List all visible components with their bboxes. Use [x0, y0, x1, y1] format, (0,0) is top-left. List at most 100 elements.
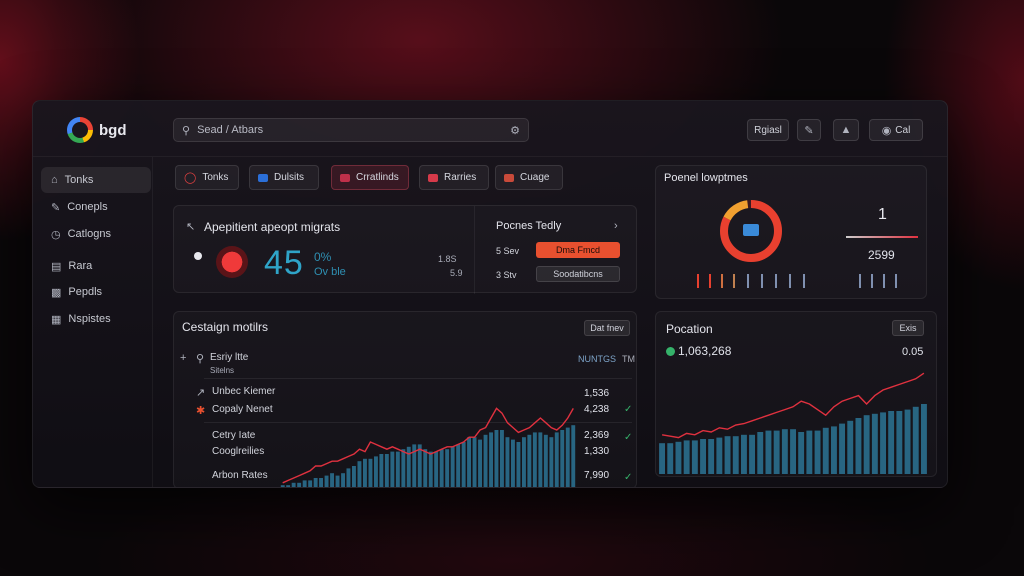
app-name: bgd — [99, 121, 127, 139]
sidebar-item-nspistes[interactable]: ▦ Nspistes — [41, 306, 151, 332]
sidebar-item-rara[interactable]: ▤ Rara — [41, 253, 151, 279]
account-button[interactable]: ◉ Cal — [869, 119, 923, 141]
search-input[interactable] — [197, 124, 504, 136]
population-chart-bar — [855, 418, 862, 474]
campaign-header-value: NUNTGS — [578, 354, 616, 364]
panel-count: 2599 — [868, 248, 895, 262]
sidebar-item-label: Tonks — [64, 174, 94, 186]
search-icon: ⚲ — [182, 124, 191, 137]
sidebar-item-label: Rara — [68, 260, 93, 272]
table-row-value: 1,536 — [584, 388, 610, 399]
population-chart-bar — [708, 439, 715, 474]
table-row-label: Unbec Kiemer — [212, 386, 276, 397]
divider — [204, 378, 632, 379]
population-chart-bar — [659, 443, 665, 474]
campaign-chart-bar — [538, 432, 543, 487]
report-title: Pocnes Tedly — [496, 220, 562, 232]
divider — [474, 206, 475, 294]
expand-icon[interactable]: + — [180, 352, 187, 364]
sidebar-item-pepdls[interactable]: ▩ Pepdls — [41, 279, 151, 305]
chevron-right-icon[interactable]: › — [614, 220, 618, 232]
notifications-button[interactable]: ▲ — [833, 119, 859, 141]
campaign-chart-bar — [330, 473, 334, 487]
kpi-card: ↖ Apepitient apeopt migrats 45 0% Ov ble… — [173, 205, 637, 294]
campaign-chart-bar — [505, 437, 510, 487]
panel-ticks — [697, 274, 897, 288]
campaign-chart-bar — [554, 432, 559, 487]
search-box[interactable]: ⚲ ⚙ — [173, 118, 529, 142]
arrow-icon: ↗ — [196, 387, 206, 399]
population-chart-bar — [724, 436, 731, 474]
population-chart-bar — [790, 429, 796, 474]
campaign-header-label: Esriy ltte — [210, 352, 249, 363]
population-chart-bar — [806, 430, 813, 474]
app-logo[interactable]: bgd — [67, 117, 127, 143]
population-chart-bar — [749, 434, 755, 474]
dashboard-window: bgd ⚲ ⚙ Rgiasl ✎ ▲ ◉ Cal ⌂ Tonks ✎ Conep… — [32, 100, 948, 488]
filter-chip-rarries[interactable]: Rarries — [419, 165, 489, 190]
population-chart-bar — [888, 411, 895, 474]
campaign-chart — [280, 407, 576, 487]
population-chart-bar — [741, 434, 747, 474]
report-secondary-button[interactable]: Soodatibcns — [536, 266, 620, 282]
filter-chip-label: Dulsits — [274, 172, 305, 183]
top-bar: bgd ⚲ ⚙ Rgiasl ✎ ▲ ◉ Cal — [33, 101, 947, 157]
campaign-chart-bar — [406, 446, 411, 487]
campaign-filter-button[interactable]: Dat fnev — [584, 320, 630, 336]
population-chart-bar — [822, 427, 829, 474]
population-chart-bar — [700, 439, 706, 474]
panel-title: Poenel lowptmes — [664, 172, 748, 184]
campaign-chart-bar — [374, 456, 378, 487]
sidebar-item-tonks[interactable]: ⌂ Tonks — [41, 167, 151, 193]
report-row-label: 3 Stv — [496, 270, 517, 280]
kpi-side-value: 1.8S — [438, 254, 457, 264]
population-export-button[interactable]: Exis — [892, 320, 924, 336]
filter-chip-cuage[interactable]: Cuage — [495, 165, 563, 190]
population-chart-bar — [814, 430, 821, 474]
account-button-label: Cal — [895, 124, 911, 136]
campaign-chart-bar — [472, 437, 477, 487]
campaign-header-extra: TM — [622, 354, 635, 364]
sidebar-item-catlogns[interactable]: ◷ Catlogns — [41, 221, 151, 247]
campaign-chart-bar — [395, 451, 400, 487]
kpi-value: 45 — [264, 244, 304, 282]
campaign-chart-bar — [319, 478, 323, 487]
campaign-chart-bar — [341, 473, 345, 487]
sidebar-item-conepls[interactable]: ✎ Conepls — [41, 194, 151, 220]
calendar-icon — [340, 173, 350, 182]
people-icon: ▩ — [51, 286, 62, 299]
settings-icon[interactable]: ⚙ — [510, 124, 520, 137]
campaign-chart-bar — [313, 478, 318, 487]
population-value: 1,063,268 — [678, 344, 732, 358]
population-chart-bar — [683, 440, 690, 474]
campaign-chart-bar — [302, 480, 307, 487]
campaign-chart-bar — [352, 466, 356, 487]
campaign-chart-bar — [434, 451, 439, 487]
population-chart-bar — [667, 443, 674, 474]
filter-chip-dulsits[interactable]: Dulsits — [249, 165, 319, 190]
filter-chip-crratlinds[interactable]: Crratlinds — [331, 165, 409, 190]
population-change: 0.05 — [902, 346, 924, 358]
campaign-chart-bar — [527, 434, 532, 487]
status-dot — [666, 347, 675, 356]
back-arrow-icon[interactable]: ↖ — [186, 221, 196, 233]
check-icon: ✓ — [624, 472, 633, 483]
campaign-chart-bar — [368, 458, 373, 487]
kpi-percent: 0% — [314, 250, 332, 264]
toolbar-button[interactable]: Rgiasl — [747, 119, 789, 141]
population-chart-bar — [691, 440, 698, 474]
campaign-chart-bar — [560, 430, 565, 487]
population-chart-bar — [921, 404, 927, 474]
table-row-label: Cetry Iate — [212, 430, 256, 441]
population-chart-bar — [839, 423, 845, 474]
edit-button[interactable]: ✎ — [797, 119, 821, 141]
population-chart-bar — [716, 437, 723, 474]
sidebar: ⌂ Tonks ✎ Conepls ◷ Catlogns ▤ Rara ▩ Pe… — [33, 157, 153, 487]
panel-card: Poenel lowptmes 1 2599 — [655, 165, 927, 299]
table-row-value: 2,369 — [584, 430, 610, 441]
campaign-chart-bar — [478, 439, 482, 487]
population-chart-bar — [765, 430, 772, 474]
bell-icon: ▲ — [840, 124, 852, 136]
report-action-button[interactable]: Dma Fmcd — [536, 242, 620, 258]
filter-chip-tonks[interactable]: ◯ Tonks — [175, 165, 239, 190]
